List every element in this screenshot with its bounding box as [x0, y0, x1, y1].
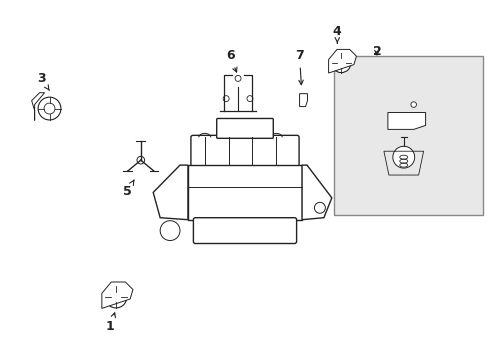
Circle shape	[160, 221, 180, 240]
Text: 5: 5	[122, 180, 134, 198]
Text: 2: 2	[372, 45, 381, 58]
Polygon shape	[299, 94, 307, 107]
Circle shape	[223, 96, 229, 102]
Polygon shape	[302, 165, 331, 220]
FancyBboxPatch shape	[193, 218, 296, 243]
Polygon shape	[328, 49, 356, 73]
Polygon shape	[153, 165, 187, 220]
Text: 4: 4	[332, 24, 341, 43]
Circle shape	[246, 96, 252, 102]
Bar	[187, 165, 302, 220]
Circle shape	[336, 58, 345, 68]
Circle shape	[410, 102, 416, 107]
Bar	[334, 56, 482, 215]
Text: 7: 7	[295, 49, 304, 85]
Circle shape	[111, 292, 121, 302]
Circle shape	[331, 53, 350, 73]
Circle shape	[235, 75, 241, 81]
Polygon shape	[387, 113, 425, 129]
Text: 1: 1	[105, 313, 115, 333]
Text: 6: 6	[225, 49, 237, 72]
FancyBboxPatch shape	[216, 118, 273, 138]
Polygon shape	[102, 282, 133, 309]
Circle shape	[137, 156, 144, 164]
Circle shape	[392, 146, 414, 168]
Circle shape	[105, 286, 126, 308]
Polygon shape	[32, 93, 44, 121]
Text: 3: 3	[37, 72, 49, 90]
Circle shape	[44, 103, 55, 114]
Circle shape	[314, 202, 325, 213]
Circle shape	[38, 97, 61, 120]
FancyBboxPatch shape	[190, 135, 299, 167]
